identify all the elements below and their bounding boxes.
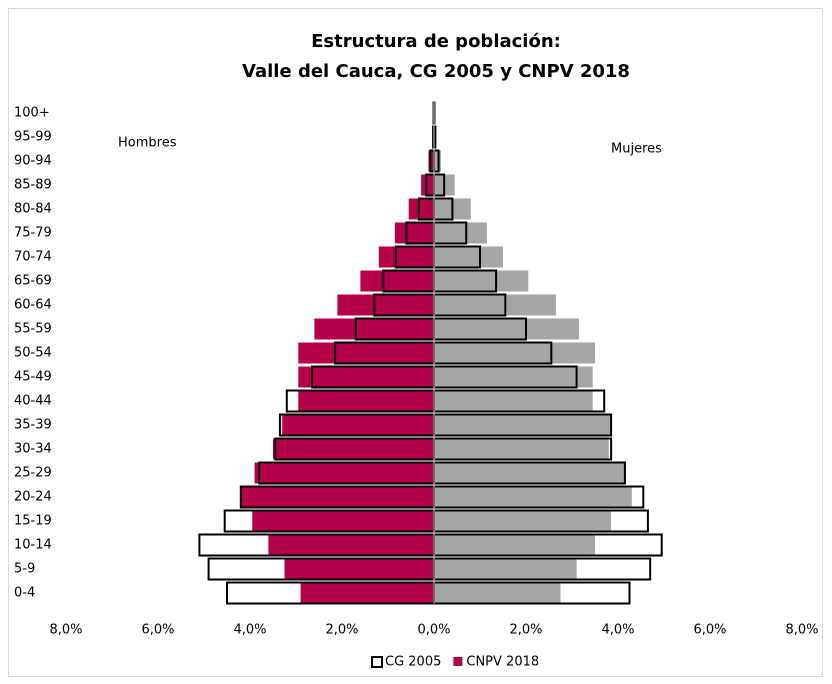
- legend-swatch: [371, 656, 383, 668]
- bar: [421, 174, 434, 196]
- legend-label: CG 2005: [385, 655, 441, 670]
- y-tick-label: 40-44: [14, 394, 52, 409]
- bar: [252, 510, 434, 532]
- bar: [337, 294, 434, 316]
- bar: [434, 270, 529, 292]
- x-tick-label: 4,0%: [601, 623, 634, 638]
- x-tick-label: 8,0%: [49, 623, 82, 638]
- bar: [360, 270, 434, 292]
- bar: [298, 366, 434, 388]
- y-tick-label: 100+: [14, 106, 50, 121]
- y-tick-label: 75-79: [14, 226, 52, 241]
- x-tick-label: 6,0%: [693, 623, 726, 638]
- y-tick-label: 50-54: [14, 346, 52, 361]
- bar: [284, 558, 434, 580]
- bar: [434, 558, 577, 580]
- bar: [298, 390, 434, 412]
- x-tick-label: 2,0%: [325, 623, 358, 638]
- bar: [434, 222, 487, 244]
- bar: [434, 294, 556, 316]
- bar: [434, 246, 503, 268]
- x-tick-label: 4,0%: [233, 623, 266, 638]
- y-tick-label: 60-64: [14, 298, 52, 313]
- bar: [408, 198, 434, 220]
- y-tick-label: 5-9: [14, 562, 35, 577]
- bar: [434, 390, 593, 412]
- y-tick-label: 90-94: [14, 154, 52, 169]
- x-tick-label: 2,0%: [509, 623, 542, 638]
- y-tick-label: 0-4: [14, 586, 35, 601]
- y-tick-label: 10-14: [14, 538, 52, 553]
- bar: [240, 486, 434, 508]
- bar: [254, 462, 434, 484]
- bar: [434, 318, 579, 340]
- y-tick-label: 65-69: [14, 274, 52, 289]
- y-tick-label: 95-99: [14, 130, 52, 145]
- bar: [314, 318, 434, 340]
- bar: [273, 438, 434, 460]
- bar: [378, 246, 434, 268]
- y-tick-label: 80-84: [14, 202, 52, 217]
- x-tick-label: 6,0%: [141, 623, 174, 638]
- x-tick-label: 8,0%: [785, 623, 818, 638]
- bar: [434, 366, 593, 388]
- chart-title: Estructura de población:: [311, 31, 561, 52]
- x-tick-label: 0,0%: [417, 623, 450, 638]
- legend-swatch: [453, 657, 463, 666]
- bar: [434, 582, 561, 604]
- bar: [434, 438, 609, 460]
- y-tick-label: 85-89: [14, 178, 52, 193]
- legend-label: CNPV 2018: [466, 655, 539, 670]
- bar: [282, 414, 434, 436]
- bar: [434, 462, 625, 484]
- bar: [434, 342, 595, 364]
- bar: [298, 342, 434, 364]
- left-label: Hombres: [118, 136, 177, 151]
- y-tick-label: 20-24: [14, 490, 52, 505]
- bar: [434, 150, 441, 172]
- y-tick-label: 30-34: [14, 442, 52, 457]
- bar: [434, 534, 595, 556]
- bar: [300, 582, 434, 604]
- y-tick-label: 45-49: [14, 370, 52, 385]
- y-tick-label: 55-59: [14, 322, 52, 337]
- bar: [394, 222, 434, 244]
- y-tick-label: 70-74: [14, 250, 52, 265]
- y-tick-label: 25-29: [14, 466, 52, 481]
- bar: [434, 486, 632, 508]
- bar: [268, 534, 434, 556]
- bar: [434, 414, 612, 436]
- bar: [434, 510, 612, 532]
- chart-subtitle: Valle del Cauca, CG 2005 y CNPV 2018: [242, 61, 630, 82]
- y-tick-label: 35-39: [14, 418, 52, 433]
- y-tick-label: 15-19: [14, 514, 52, 529]
- right-label: Mujeres: [611, 142, 662, 157]
